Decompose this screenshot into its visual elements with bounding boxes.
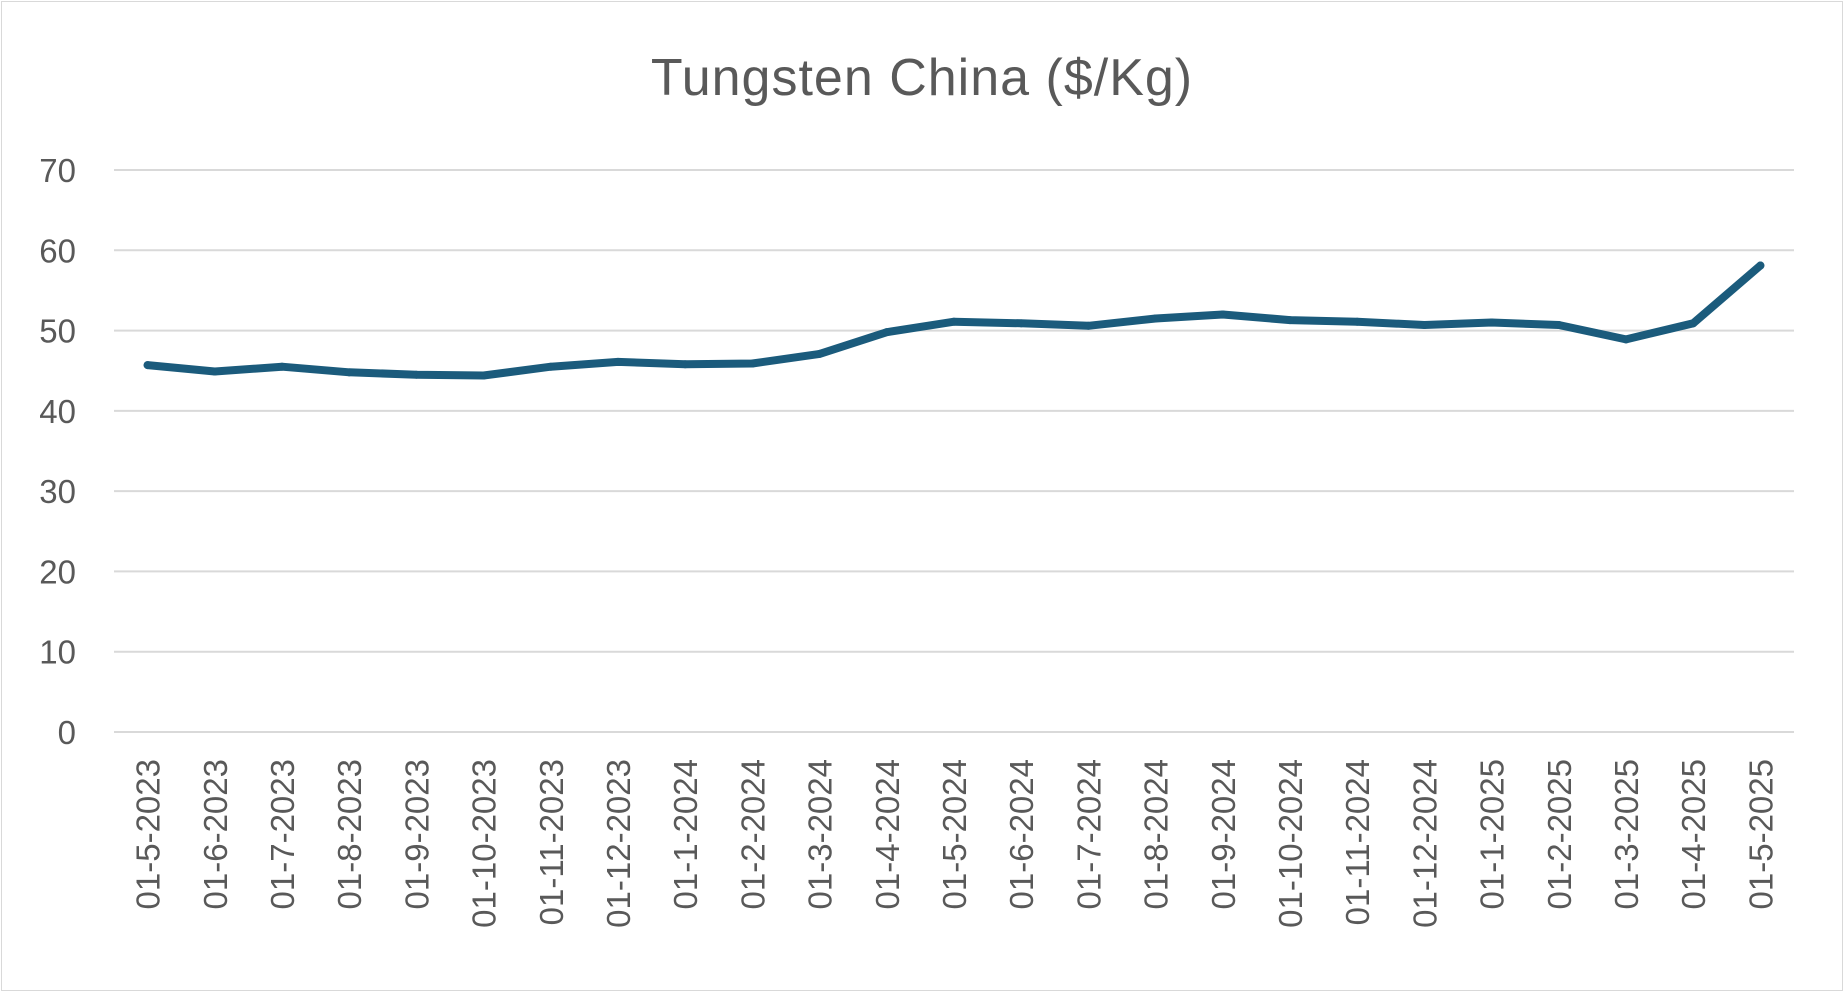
- data-point: [748, 359, 757, 368]
- y-tick-label: 60: [39, 232, 76, 269]
- data-point: [1420, 320, 1429, 329]
- x-tick-label: 01-10-2023: [466, 759, 503, 928]
- y-tick-label: 50: [39, 313, 76, 350]
- y-tick-label: 0: [58, 714, 76, 751]
- data-point: [1689, 319, 1698, 328]
- series-layer: [143, 261, 1765, 380]
- data-point: [882, 328, 891, 337]
- y-tick-label: 10: [39, 634, 76, 671]
- x-tick-label: 01-10-2024: [1272, 759, 1309, 928]
- data-point: [143, 361, 152, 370]
- x-tick-label: 01-7-2023: [264, 759, 301, 909]
- data-point: [278, 362, 286, 371]
- data-point: [614, 357, 622, 366]
- data-point: [1017, 319, 1026, 328]
- data-point: [546, 362, 555, 371]
- x-tick-label: 01-12-2024: [1406, 759, 1443, 928]
- y-axis-tick-labels: 0 10 20 30 40 50 60 70: [39, 152, 76, 751]
- x-tick-label: 01-2-2025: [1541, 759, 1578, 909]
- y-tick-label: 30: [39, 473, 76, 510]
- data-point: [345, 368, 354, 377]
- chart-title: Tungsten China ($/Kg): [651, 49, 1193, 107]
- data-point: [1353, 317, 1362, 326]
- x-tick-label: 01-4-2025: [1675, 759, 1712, 909]
- data-point: [1756, 261, 1765, 270]
- data-point: [950, 317, 958, 326]
- x-tick-label: 01-11-2024: [1339, 759, 1376, 925]
- data-point: [412, 370, 421, 379]
- y-tick-label: 40: [39, 393, 76, 430]
- data-point: [210, 367, 219, 376]
- x-tick-label: 01-5-2025: [1742, 759, 1779, 909]
- y-tick-label: 20: [39, 553, 76, 590]
- x-tick-label: 01-2-2024: [734, 759, 771, 909]
- x-tick-label: 01-1-2024: [667, 759, 704, 909]
- x-tick-label: 01-5-2024: [936, 759, 973, 909]
- data-point: [1487, 318, 1496, 327]
- x-tick-label: 01-6-2023: [197, 759, 234, 909]
- x-tick-label: 01-5-2023: [130, 759, 167, 909]
- x-tick-label: 01-12-2023: [600, 759, 637, 928]
- x-tick-label: 01-8-2024: [1138, 759, 1175, 909]
- data-point: [1218, 310, 1227, 319]
- data-point: [1084, 321, 1093, 330]
- y-tick-label: 70: [39, 152, 76, 189]
- x-axis-tick-labels: 01-5-2023 01-6-2023 01-7-2023 01-8-2023 01-9…: [130, 759, 1780, 928]
- x-tick-label: 01-3-2024: [802, 759, 839, 909]
- data-point: [1286, 316, 1294, 325]
- x-tick-label: 01-3-2025: [1608, 759, 1645, 909]
- data-point: [815, 349, 824, 358]
- data-point: [1622, 335, 1630, 344]
- x-tick-label: 01-1-2025: [1474, 759, 1511, 909]
- x-tick-label: 01-11-2023: [533, 759, 570, 925]
- x-tick-label: 01-7-2024: [1070, 759, 1107, 909]
- x-tick-label: 01-6-2024: [1003, 759, 1040, 909]
- data-point: [681, 360, 690, 369]
- data-point: [1151, 314, 1160, 323]
- data-point: [1554, 320, 1563, 329]
- x-tick-label: 01-8-2023: [331, 759, 368, 909]
- x-tick-label: 01-4-2024: [869, 759, 906, 909]
- x-tick-label: 01-9-2023: [398, 759, 435, 909]
- x-tick-label: 01-9-2024: [1205, 759, 1242, 909]
- gridlines: [114, 169, 1794, 733]
- data-point: [479, 371, 488, 380]
